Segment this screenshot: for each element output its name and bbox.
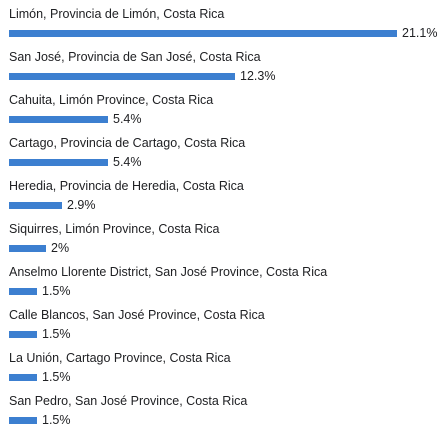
percent-label: 1.5% bbox=[42, 413, 71, 427]
bar-line: 12.3% bbox=[9, 67, 445, 85]
location-label: Siquirres, Limón Province, Costa Rica bbox=[9, 222, 220, 236]
location-label: Limón, Provincia de Limón, Costa Rica bbox=[9, 7, 225, 21]
percent-bar bbox=[9, 72, 235, 80]
percent-label: 1.5% bbox=[42, 284, 71, 298]
percent-bar bbox=[9, 201, 62, 209]
list-item: Cahuita, Limón Province, Costa Rica 5.4% bbox=[9, 92, 445, 135]
bar-line: 21.1% bbox=[9, 24, 445, 42]
bar-line: 1.5% bbox=[9, 282, 445, 300]
bar-line: 5.4% bbox=[9, 153, 445, 171]
bar-line: 2% bbox=[9, 239, 445, 257]
percent-bar bbox=[9, 29, 397, 37]
list-item: La Unión, Cartago Province, Costa Rica 1… bbox=[9, 350, 445, 393]
location-label: Cartago, Provincia de Cartago, Costa Ric… bbox=[9, 136, 246, 150]
bar-line: 5.4% bbox=[9, 110, 445, 128]
percent-bar bbox=[9, 287, 37, 295]
list-item: Heredia, Provincia de Heredia, Costa Ric… bbox=[9, 178, 445, 221]
location-label: Anselmo Llorente District, San José Prov… bbox=[9, 265, 328, 279]
list-item: Anselmo Llorente District, San José Prov… bbox=[9, 264, 445, 307]
percent-label: 5.4% bbox=[113, 112, 142, 126]
percent-bar bbox=[9, 244, 46, 252]
percent-label: 2.9% bbox=[67, 198, 96, 212]
percent-label: 1.5% bbox=[42, 370, 71, 384]
list-item: Limón, Provincia de Limón, Costa Rica 21… bbox=[9, 6, 445, 49]
location-label: Heredia, Provincia de Heredia, Costa Ric… bbox=[9, 179, 244, 193]
list-item: San José, Provincia de San José, Costa R… bbox=[9, 49, 445, 92]
location-label: Calle Blancos, San José Province, Costa … bbox=[9, 308, 265, 322]
bar-line: 2.9% bbox=[9, 196, 445, 214]
location-label: San Pedro, San José Province, Costa Rica bbox=[9, 394, 248, 408]
percent-bar bbox=[9, 115, 108, 123]
percent-label: 21.1% bbox=[402, 26, 438, 40]
list-item: Cartago, Provincia de Cartago, Costa Ric… bbox=[9, 135, 445, 178]
list-item: Calle Blancos, San José Province, Costa … bbox=[9, 307, 445, 350]
percent-bar bbox=[9, 373, 37, 381]
percent-label: 5.4% bbox=[113, 155, 142, 169]
percent-label: 2% bbox=[51, 241, 70, 255]
bar-line: 1.5% bbox=[9, 411, 445, 429]
bar-line: 1.5% bbox=[9, 325, 445, 343]
list-item: Siquirres, Limón Province, Costa Rica 2% bbox=[9, 221, 445, 264]
list-item: San Pedro, San José Province, Costa Rica… bbox=[9, 393, 445, 436]
location-label: La Unión, Cartago Province, Costa Rica bbox=[9, 351, 231, 365]
location-list: Limón, Provincia de Limón, Costa Rica 21… bbox=[9, 6, 445, 436]
location-label: San José, Provincia de San José, Costa R… bbox=[9, 50, 261, 64]
bar-line: 1.5% bbox=[9, 368, 445, 386]
percent-label: 12.3% bbox=[240, 69, 276, 83]
location-label: Cahuita, Limón Province, Costa Rica bbox=[9, 93, 214, 107]
percent-label: 1.5% bbox=[42, 327, 71, 341]
percent-bar bbox=[9, 158, 108, 166]
percent-bar bbox=[9, 330, 37, 338]
percent-bar bbox=[9, 416, 37, 424]
